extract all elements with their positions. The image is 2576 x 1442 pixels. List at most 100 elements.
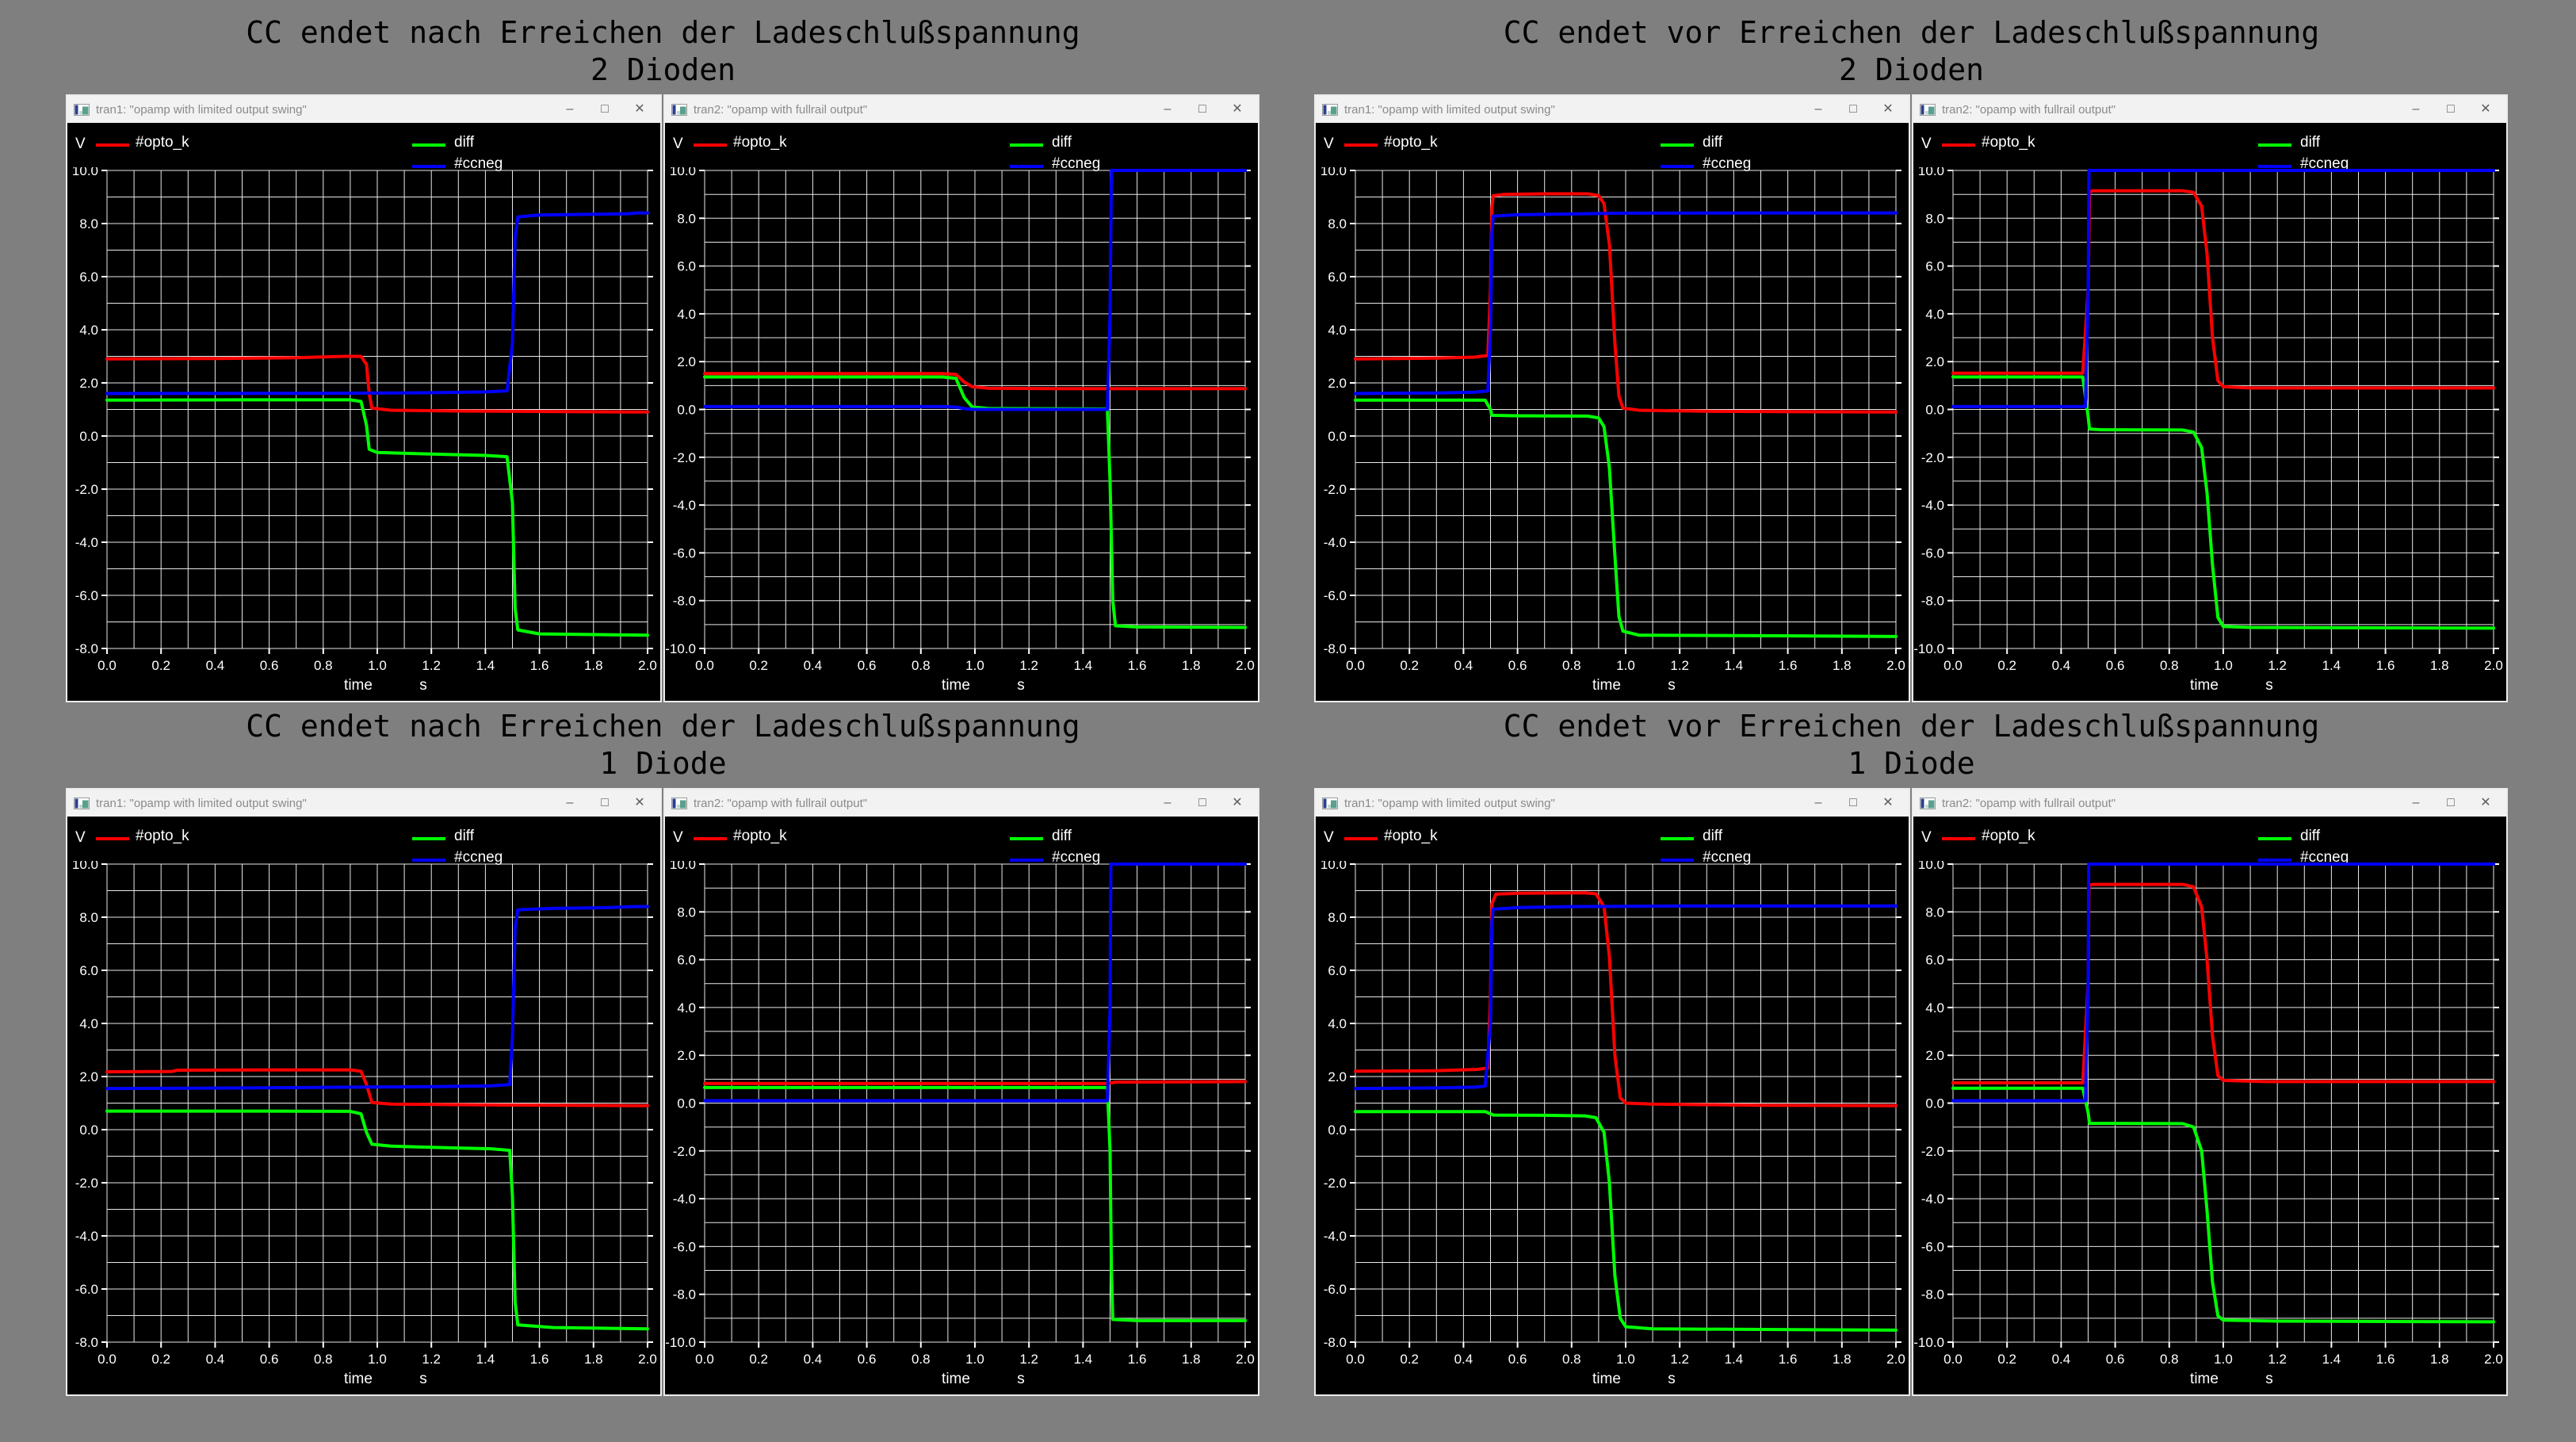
- legend-label-diff: diff: [1703, 828, 1723, 844]
- y-tick-label: -8.0: [75, 1335, 98, 1350]
- close-button[interactable]: ✕: [1232, 102, 1243, 116]
- y-tick-label: 10.0: [1320, 861, 1347, 872]
- x-tick-label: 0.0: [1346, 1352, 1365, 1366]
- y-tick-label: 4.0: [1925, 1000, 1944, 1016]
- close-button[interactable]: ✕: [1882, 796, 1894, 809]
- plot-area: V #opto_k diff #ccneg 10.0 8.0 6.0 4.0 2.0 0.0 -2.…: [1913, 817, 2506, 1394]
- x-tick-label: 0.8: [314, 1352, 333, 1366]
- waveform-plot: 10.0 8.0 6.0 4.0 2.0 0.0 -2.0 -4.0 -6.0 -8.0 0.0 0.…: [72, 167, 657, 672]
- window-titlebar[interactable]: tran1: "opamp with limited output swing"…: [67, 790, 660, 817]
- x-axis-label: time: [942, 677, 970, 694]
- window-titlebar[interactable]: tran2: "opamp with fullrail output" – □ ✕: [665, 96, 1258, 123]
- series-diff: [105, 398, 649, 637]
- x-tick-label: 0.8: [912, 658, 931, 672]
- y-tick-label: -2.0: [75, 1176, 98, 1191]
- legend-label-opto_k: #opto_k: [136, 134, 189, 151]
- legend-swatch-diff: [1010, 143, 1043, 147]
- close-button[interactable]: ✕: [2480, 102, 2491, 116]
- plot-app-icon: [1920, 103, 1936, 116]
- minimize-button[interactable]: –: [1814, 102, 1822, 116]
- window-titlebar[interactable]: tran1: "opamp with limited output swing"…: [1316, 96, 1909, 123]
- y-tick-label: 0.0: [79, 1123, 98, 1138]
- section-nach-2-dioden: CC endet nach Erreichen der Ladeschlußsp…: [66, 14, 1260, 702]
- maximize-button[interactable]: □: [601, 102, 609, 116]
- x-tick-label: 2.0: [1236, 658, 1255, 672]
- maximize-button[interactable]: □: [1849, 796, 1857, 809]
- y-tick-label: -6.0: [673, 545, 696, 560]
- waveform-plot: 10.0 8.0 6.0 4.0 2.0 0.0 -2.0 -4.0 -6.0 -8.0 -10.0…: [665, 861, 1255, 1366]
- maximize-button[interactable]: □: [2447, 102, 2455, 116]
- maximize-button[interactable]: □: [2447, 796, 2455, 809]
- minimize-button[interactable]: –: [2412, 102, 2420, 116]
- x-tick-label: 2.0: [2484, 1352, 2503, 1366]
- legend-label-diff: diff: [1703, 134, 1723, 151]
- y-tick-label: -6.0: [1324, 1282, 1347, 1297]
- minimize-button[interactable]: –: [566, 102, 574, 116]
- close-button[interactable]: ✕: [634, 796, 645, 809]
- y-tick-label: -4.0: [1324, 535, 1347, 550]
- x-tick-label: 0.6: [1508, 1352, 1527, 1366]
- x-tick-label: 0.0: [1346, 658, 1365, 672]
- y-tick-label: 2.0: [79, 376, 98, 391]
- series-diff: [1354, 1110, 1898, 1332]
- window-titlebar[interactable]: tran2: "opamp with fullrail output" – □ ✕: [665, 790, 1258, 817]
- window-row: tran1: "opamp with limited output swing"…: [66, 788, 1260, 1396]
- x-tick-label: 0.4: [804, 1352, 823, 1366]
- close-button[interactable]: ✕: [1882, 102, 1894, 116]
- y-axis-unit-label: V: [1324, 829, 1334, 846]
- y-tick-label: -6.0: [673, 1239, 696, 1254]
- x-axis-unit-label: s: [1668, 1371, 1676, 1387]
- x-tick-label: 1.2: [1670, 658, 1689, 672]
- maximize-button[interactable]: □: [1198, 102, 1206, 116]
- x-tick-label: 0.8: [2160, 658, 2179, 672]
- close-button[interactable]: ✕: [634, 102, 645, 116]
- window-title: tran2: "opamp with fullrail output": [1942, 796, 2116, 810]
- maximize-button[interactable]: □: [1849, 102, 1857, 116]
- x-tick-label: 1.0: [2214, 658, 2233, 672]
- x-axis-caption: time s: [67, 1371, 660, 1391]
- waveform-plot: 10.0 8.0 6.0 4.0 2.0 0.0 -2.0 -4.0 -6.0 -8.0 -10.0…: [1913, 167, 2503, 672]
- x-tick-label: 1.8: [584, 658, 603, 672]
- y-tick-label: -2.0: [75, 482, 98, 497]
- y-axis-unit-label: V: [1921, 136, 1932, 152]
- window-titlebar[interactable]: tran1: "opamp with limited output swing"…: [67, 96, 660, 123]
- window-titlebar[interactable]: tran2: "opamp with fullrail output" – □ ✕: [1913, 96, 2506, 123]
- x-tick-label: 0.0: [1943, 658, 1963, 672]
- x-tick-label: 1.0: [1616, 1352, 1635, 1366]
- close-button[interactable]: ✕: [2480, 796, 2491, 809]
- x-tick-label: 0.4: [2052, 658, 2071, 672]
- series-ccneg: [1951, 863, 2495, 1103]
- legend-swatch-ccneg: [2258, 859, 2291, 862]
- window-titlebar[interactable]: tran2: "opamp with fullrail output" – □ ✕: [1913, 790, 2506, 817]
- x-axis-unit-label: s: [2265, 677, 2273, 694]
- minimize-button[interactable]: –: [2412, 796, 2420, 809]
- legend-swatch-opto_k: [1344, 143, 1378, 147]
- y-tick-label: -4.0: [1921, 498, 1944, 513]
- maximize-button[interactable]: □: [1198, 796, 1206, 809]
- x-tick-label: 0.4: [1454, 1352, 1473, 1366]
- x-axis-label: time: [1592, 1371, 1621, 1387]
- y-tick-label: 10.0: [1320, 167, 1347, 178]
- waveform-plot: 10.0 8.0 6.0 4.0 2.0 0.0 -2.0 -4.0 -6.0 -8.0 0.0 0.…: [1320, 167, 1905, 672]
- minimize-button[interactable]: –: [566, 796, 574, 809]
- minimize-button[interactable]: –: [1164, 102, 1171, 116]
- x-tick-label: 0.6: [2106, 658, 2125, 672]
- section-title-line2: 2 Dioden: [1838, 52, 1985, 87]
- minimize-button[interactable]: –: [1164, 796, 1171, 809]
- y-tick-label: 8.0: [79, 910, 98, 925]
- close-button[interactable]: ✕: [1232, 796, 1243, 809]
- y-tick-label: 8.0: [79, 216, 98, 231]
- minimize-button[interactable]: –: [1814, 796, 1822, 809]
- y-tick-label: -8.0: [1921, 594, 1944, 609]
- series-diff: [105, 1109, 649, 1331]
- maximize-button[interactable]: □: [601, 796, 609, 809]
- plot-app-icon: [671, 797, 687, 809]
- x-tick-label: 0.4: [804, 658, 823, 672]
- x-tick-label: 0.0: [97, 658, 117, 672]
- window-titlebar[interactable]: tran1: "opamp with limited output swing"…: [1316, 790, 1909, 817]
- series-ccneg: [105, 905, 649, 1091]
- legend-label-ccneg: #ccneg: [1703, 849, 1752, 866]
- x-tick-label: 0.6: [1508, 658, 1527, 672]
- series-ccneg: [1354, 211, 1898, 396]
- x-tick-label: 1.0: [965, 1352, 984, 1366]
